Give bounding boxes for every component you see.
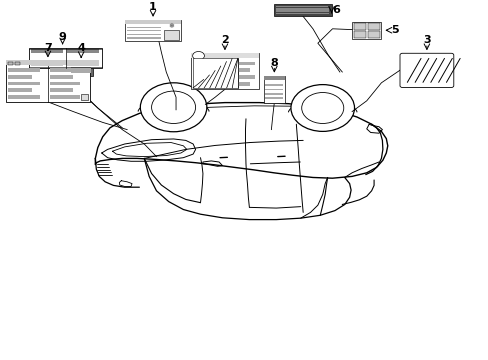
- Circle shape: [290, 85, 354, 131]
- Text: 1: 1: [149, 2, 157, 12]
- Bar: [50, 88, 72, 92]
- Bar: [31, 49, 62, 53]
- Bar: [265, 93, 283, 95]
- Circle shape: [301, 93, 343, 123]
- Text: 6: 6: [332, 5, 340, 15]
- Text: 3: 3: [422, 35, 430, 45]
- Bar: [29, 48, 102, 68]
- Bar: [50, 75, 72, 79]
- Bar: [81, 94, 88, 100]
- Bar: [126, 37, 161, 39]
- Bar: [265, 85, 283, 86]
- Circle shape: [140, 83, 206, 132]
- Bar: [276, 10, 328, 12]
- Bar: [190, 53, 259, 58]
- Bar: [265, 98, 283, 99]
- Bar: [264, 76, 284, 103]
- Bar: [8, 82, 40, 85]
- Bar: [367, 31, 379, 38]
- Bar: [67, 49, 99, 53]
- Bar: [6, 60, 90, 102]
- Bar: [353, 23, 365, 30]
- Bar: [50, 68, 80, 72]
- Bar: [124, 20, 181, 24]
- Circle shape: [192, 51, 204, 60]
- Bar: [8, 68, 40, 72]
- Bar: [265, 89, 283, 90]
- Bar: [69, 61, 93, 76]
- Bar: [124, 20, 181, 41]
- Bar: [126, 33, 161, 35]
- Bar: [238, 75, 255, 79]
- Text: 2: 2: [221, 35, 228, 45]
- Bar: [126, 27, 161, 28]
- Text: 7: 7: [44, 42, 52, 53]
- Bar: [126, 30, 161, 31]
- Bar: [264, 76, 284, 80]
- Bar: [353, 31, 365, 38]
- Bar: [67, 60, 99, 66]
- Text: ❅: ❅: [168, 23, 174, 29]
- Bar: [71, 67, 91, 73]
- Text: 8: 8: [270, 58, 278, 68]
- Bar: [238, 68, 249, 72]
- Bar: [15, 62, 20, 65]
- Bar: [50, 95, 80, 99]
- Bar: [367, 23, 379, 30]
- Bar: [190, 53, 259, 89]
- Text: 4: 4: [77, 42, 85, 53]
- Circle shape: [151, 91, 195, 123]
- Bar: [31, 60, 62, 66]
- Bar: [273, 4, 331, 16]
- Bar: [276, 6, 328, 7]
- Bar: [8, 75, 32, 79]
- Text: 5: 5: [390, 25, 398, 35]
- Bar: [276, 13, 328, 14]
- Bar: [50, 82, 80, 85]
- Bar: [192, 58, 237, 88]
- Bar: [351, 22, 381, 39]
- Text: 9: 9: [59, 32, 66, 42]
- Bar: [276, 8, 328, 9]
- Bar: [238, 62, 255, 65]
- Bar: [238, 82, 249, 86]
- Bar: [6, 60, 90, 66]
- Bar: [164, 30, 179, 40]
- Bar: [8, 88, 32, 92]
- FancyBboxPatch shape: [399, 53, 453, 87]
- Bar: [8, 95, 40, 99]
- Bar: [8, 62, 13, 65]
